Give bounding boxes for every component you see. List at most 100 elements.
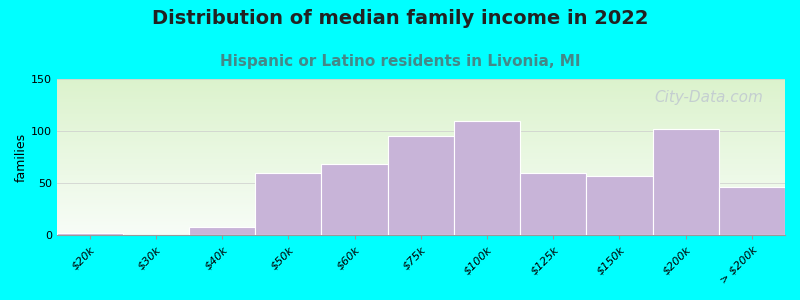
Bar [57,177,785,178]
Bar [57,228,785,229]
Bar [57,119,785,120]
Bar [57,128,785,129]
Bar [57,190,785,191]
Bar [57,168,785,169]
Bar [57,81,785,82]
Bar [57,200,785,201]
Bar [57,80,785,81]
Bar [57,195,785,196]
Bar [57,82,785,83]
Bar [57,219,785,220]
Bar [57,158,785,159]
Bar [57,193,785,194]
Bar [57,96,785,97]
Bar [57,138,785,139]
Bar [57,150,785,151]
Bar [57,192,785,193]
Bar [57,175,785,176]
Bar [57,147,785,148]
Bar [57,163,785,164]
Bar [57,145,785,146]
Bar [57,106,785,107]
Bar [57,191,785,192]
Bar [57,183,785,184]
Bar [57,123,785,124]
Bar [57,87,785,88]
Bar [57,225,785,226]
Bar [57,83,785,84]
Bar [57,207,785,208]
Bar [57,206,785,207]
Bar [57,222,785,223]
Bar [57,230,785,231]
Bar [57,89,785,90]
Bar [57,125,785,126]
Bar [57,167,785,168]
Bar [57,224,785,225]
Bar [57,107,785,108]
Bar [57,169,785,170]
Bar [57,174,785,175]
Bar [57,142,785,143]
Bar [57,201,785,202]
Bar [57,122,785,123]
Bar [57,109,785,110]
Bar [57,208,785,209]
Bar [57,164,785,165]
Bar [57,205,785,206]
Bar [520,172,586,235]
Bar [57,141,785,142]
Bar [57,185,785,186]
Bar [57,100,785,101]
Bar [322,164,388,235]
Bar [57,149,785,150]
Bar [57,132,785,133]
Bar [57,234,785,235]
Bar [57,197,785,198]
Bar [57,111,785,112]
Bar [57,101,785,102]
Bar [57,92,785,93]
Bar [57,84,785,85]
Bar [57,187,785,188]
Bar [57,126,785,127]
Bar [57,232,785,233]
Bar [57,181,785,182]
Bar [57,99,785,100]
Bar [57,176,785,177]
Bar [57,161,785,162]
Bar [57,182,785,183]
Bar [57,118,785,119]
Bar [57,93,785,94]
Bar [57,171,785,172]
Bar [57,103,785,104]
Bar [57,130,785,131]
Bar [57,223,785,224]
Text: City-Data.com: City-Data.com [654,90,763,105]
Bar [57,86,785,87]
Bar [57,204,785,205]
Bar [57,213,785,214]
Bar [57,215,785,216]
Bar [57,162,785,163]
Bar [57,170,785,171]
Bar [57,102,785,103]
Bar [57,112,785,113]
Bar [57,114,785,115]
Bar [57,188,785,189]
Bar [57,133,785,134]
Bar [57,95,785,96]
Bar [57,105,785,106]
Bar [255,172,322,235]
Bar [57,120,785,121]
Bar [57,104,785,105]
Bar [57,202,785,203]
Bar [57,226,785,227]
Bar [57,233,785,234]
Bar [57,180,785,181]
Bar [57,97,785,98]
Bar [57,186,785,187]
Bar [57,129,785,130]
Bar [57,159,785,160]
Bar [718,187,785,235]
